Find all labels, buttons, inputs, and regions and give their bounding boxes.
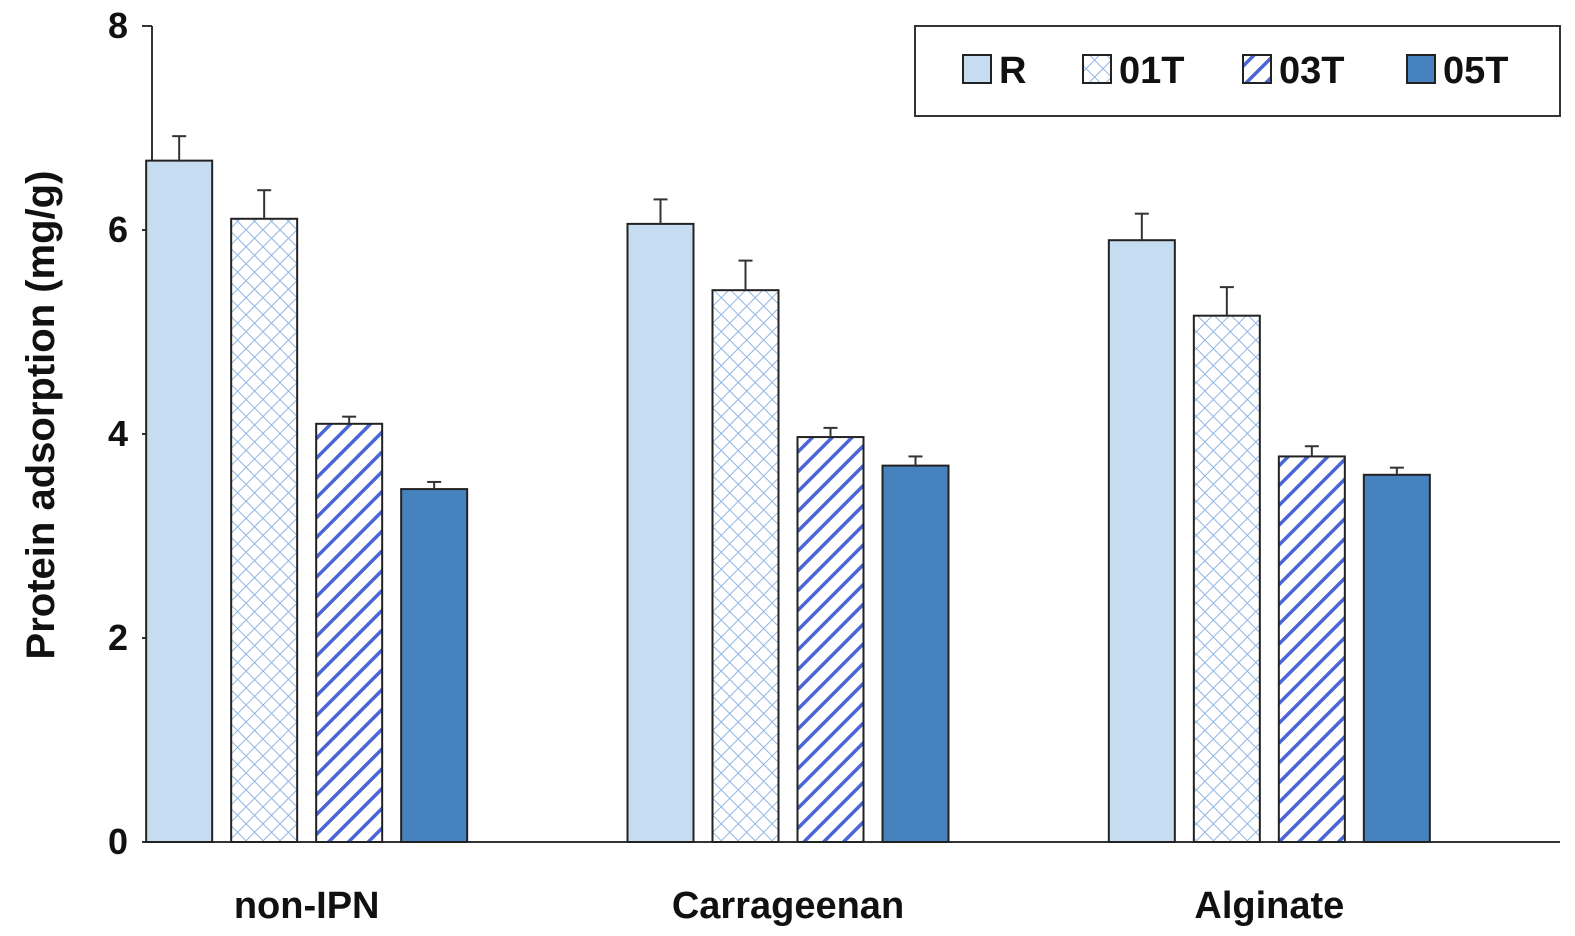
y-tick-label: 6 — [108, 209, 128, 250]
legend-swatch-03T — [1242, 54, 1272, 84]
legend-label-R: R — [999, 50, 1026, 92]
bar-01T-Alginate — [1192, 314, 1261, 843]
category-labels: non-IPN Carrageenan Alginate — [234, 885, 1344, 927]
y-tick-label: 2 — [108, 617, 128, 658]
legend-swatch-01T — [1082, 54, 1112, 84]
category-label: Alginate — [1194, 885, 1344, 927]
legend-swatch-R — [962, 54, 992, 84]
legend-label-05T: 05T — [1443, 50, 1508, 92]
legend-swatch-05T — [1406, 54, 1436, 84]
y-tick-label: 8 — [108, 5, 128, 46]
bar-series-group — [145, 135, 1431, 843]
bar-R-Alginate — [1107, 239, 1176, 843]
bar-05T-non-IPN — [400, 488, 469, 843]
legend-box — [914, 25, 1561, 117]
legend-label-01T: 01T — [1119, 50, 1184, 92]
y-tick-label: 0 — [108, 821, 128, 862]
bar-R-Carrageenan — [626, 222, 695, 843]
bar-03T-non-IPN — [315, 422, 384, 843]
category-label: Carrageenan — [672, 885, 904, 927]
bar-01T-non-IPN — [230, 217, 299, 843]
bar-03T-Carrageenan — [796, 436, 865, 843]
legend: R 01T 03T 05T — [914, 25, 1561, 117]
category-label: non-IPN — [234, 885, 380, 927]
bar-05T-Carrageenan — [881, 464, 950, 843]
bar-05T-Alginate — [1362, 473, 1431, 843]
bar-R-non-IPN — [145, 159, 214, 843]
y-tick-label: 4 — [108, 413, 128, 454]
bar-01T-Carrageenan — [711, 289, 780, 843]
bar-03T-Alginate — [1277, 455, 1346, 843]
legend-label-03T: 03T — [1279, 50, 1344, 92]
y-axis-title: Protein adsorption (mg/g) — [19, 171, 63, 660]
